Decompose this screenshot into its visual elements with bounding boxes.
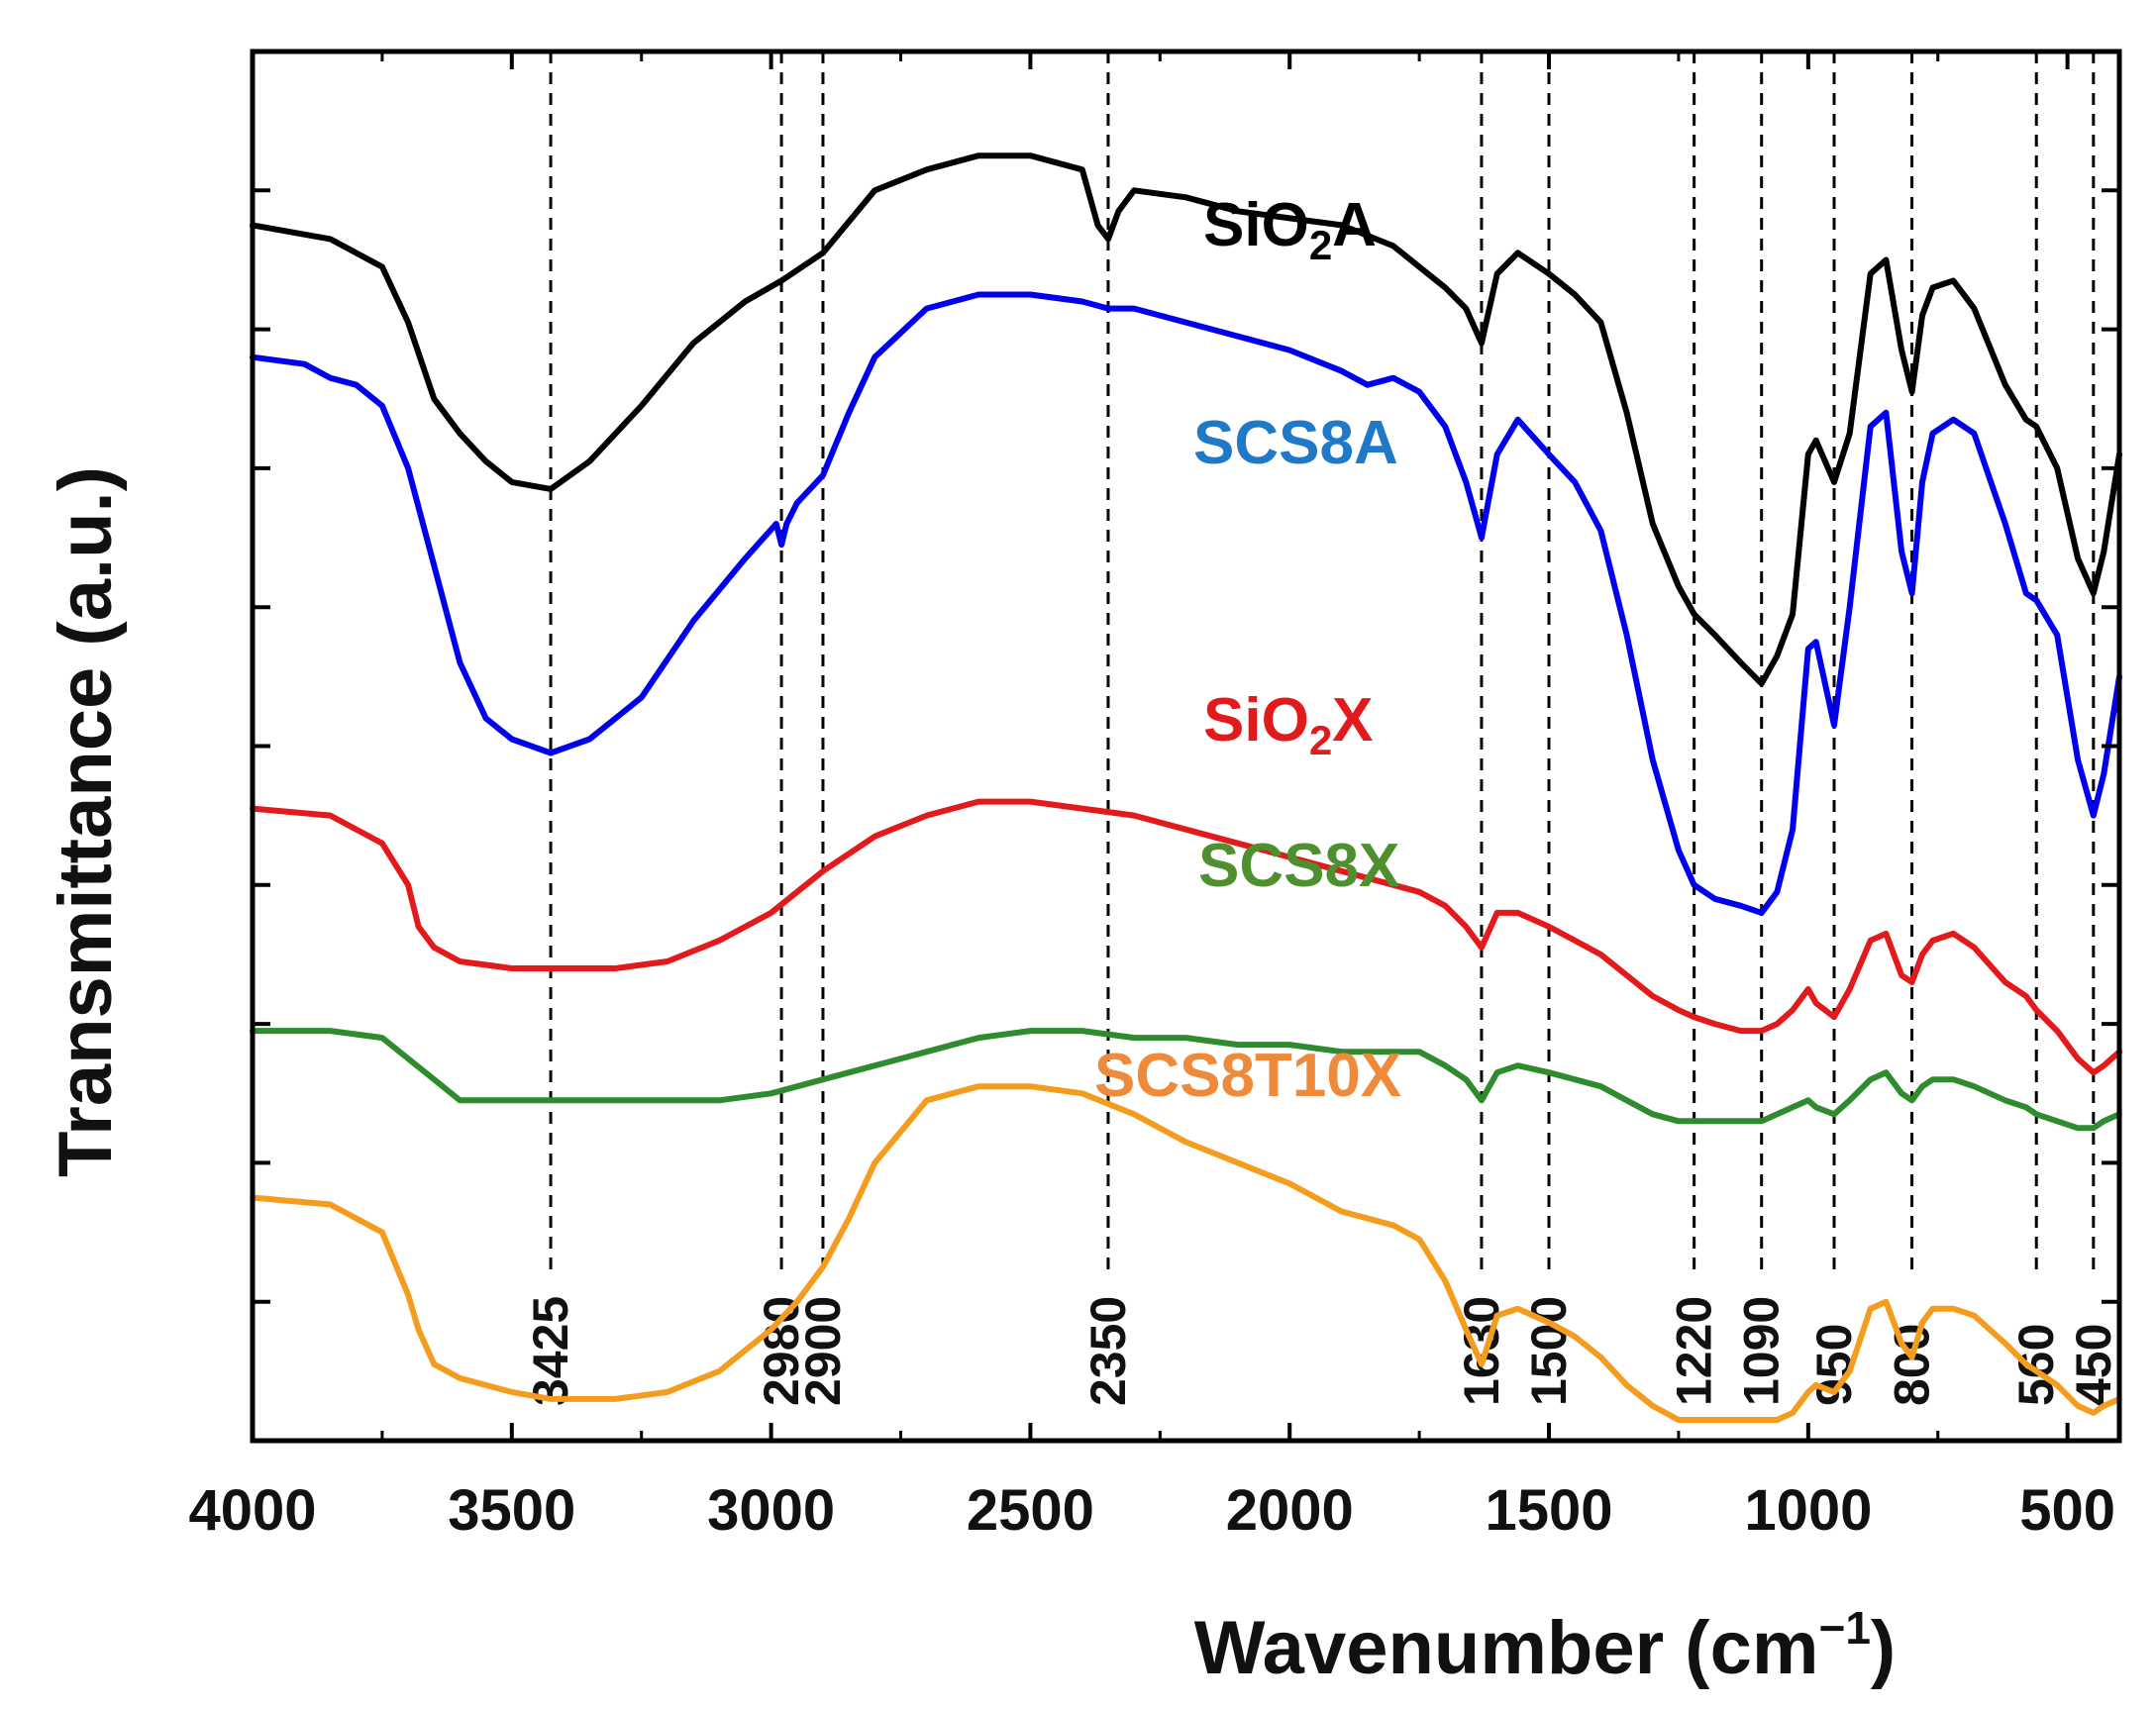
series-line-scs8a	[250, 291, 2122, 916]
axes: 4000 3500 3000 2500 2000 1500 1000 500 Wavenumbe…	[44, 49, 2122, 1690]
series-label-scs8a: SCS8A	[1193, 409, 1398, 477]
x-axis-title: Wavenumber (cm−1)	[1194, 1602, 1896, 1690]
reference-label-800: 800	[1885, 1324, 1940, 1406]
series-line-scs8x	[250, 1028, 2122, 1132]
y-axis-title: Transmittance (a.u.)	[44, 466, 128, 1177]
x-tick-label: 3000	[707, 1478, 835, 1543]
reference-label-1090: 1090	[1734, 1296, 1790, 1406]
x-tick-label: 1500	[1486, 1478, 1613, 1543]
series-label-sio2a: SiO2A	[1203, 191, 1377, 268]
reference-label-450: 450	[2066, 1324, 2121, 1406]
x-tick-label: 500	[2019, 1478, 2115, 1543]
series-layer	[250, 152, 2122, 1423]
reference-label-2900: 2900	[795, 1296, 851, 1406]
reference-label-3425: 3425	[523, 1296, 578, 1406]
x-tick-label: 2000	[1226, 1478, 1354, 1543]
x-tick-label: 1000	[1744, 1478, 1872, 1543]
series-line-sio2x	[250, 798, 2122, 1076]
reference-label-1220: 1220	[1667, 1296, 1722, 1406]
series-line-sio2a	[250, 152, 2122, 687]
series-labels: SiO2A SCS8A SiO2X SCS8X SCS8T10X	[1094, 191, 1401, 1110]
series-label-sio2x: SiO2X	[1203, 686, 1374, 763]
reference-label-560: 560	[2008, 1324, 2064, 1406]
x-tick-label: 2500	[967, 1478, 1094, 1543]
x-tick-label: 3500	[448, 1478, 575, 1543]
series-line-scs8t10x	[250, 1083, 2122, 1423]
series-label-scs8t10x: SCS8T10X	[1094, 1042, 1401, 1110]
series-label-scs8x: SCS8X	[1198, 832, 1399, 900]
reference-label-2350: 2350	[1080, 1296, 1136, 1406]
x-tick-label: 4000	[188, 1478, 316, 1543]
